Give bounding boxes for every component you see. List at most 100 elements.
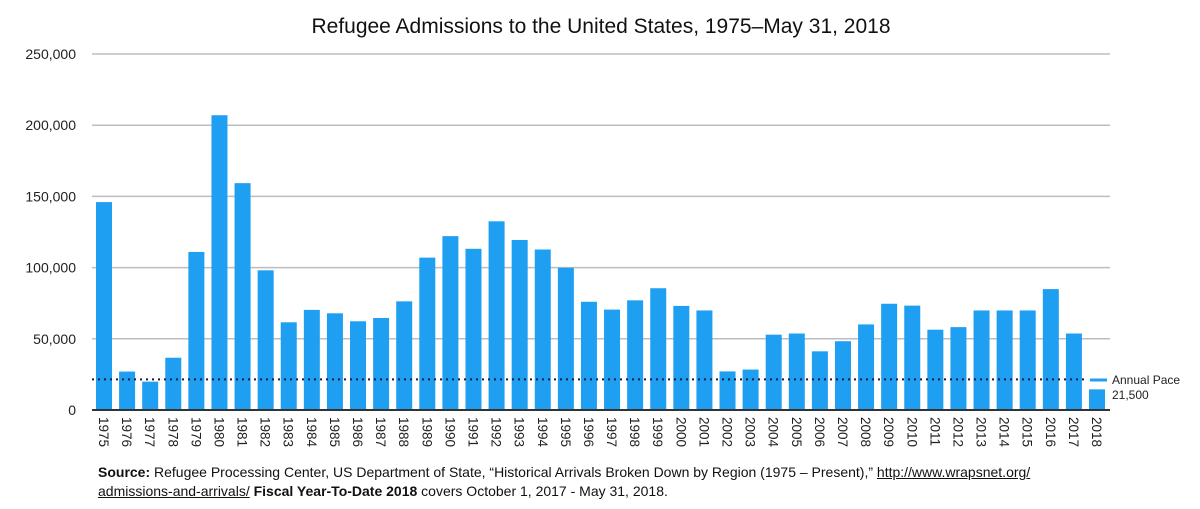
bar-1987 bbox=[373, 318, 390, 410]
y-tick-label: 200,000 bbox=[25, 117, 76, 133]
bar-1975 bbox=[96, 202, 112, 410]
x-tick-label: 2004 bbox=[766, 417, 781, 448]
bar-1981 bbox=[234, 183, 251, 410]
bar-1997 bbox=[604, 309, 621, 410]
bar-2015 bbox=[1019, 310, 1036, 410]
x-tick-label: 2000 bbox=[673, 417, 688, 447]
bar-1979 bbox=[188, 251, 205, 410]
y-tick-label: 50,000 bbox=[33, 331, 76, 347]
x-tick-label: 1996 bbox=[581, 417, 596, 447]
bar-2010 bbox=[904, 305, 921, 410]
bar-1999 bbox=[650, 288, 667, 410]
x-tick-label: 2011 bbox=[927, 417, 942, 446]
bar-2002 bbox=[719, 371, 736, 410]
x-tick-label: 1992 bbox=[489, 417, 504, 447]
x-tick-label: 2016 bbox=[1043, 417, 1058, 447]
bar-1980 bbox=[211, 115, 228, 411]
bar-1992 bbox=[488, 221, 505, 410]
bar-2005 bbox=[788, 333, 805, 410]
bar-chart: Refugee Admissions to the United States,… bbox=[25, 15, 1180, 448]
bar-2012 bbox=[950, 327, 967, 410]
source-footer: Source: Refugee Processing Center, US De… bbox=[98, 463, 1138, 501]
bar-1977 bbox=[142, 381, 159, 410]
bar-1993 bbox=[511, 239, 528, 410]
bar-1978 bbox=[165, 357, 182, 410]
bar-2013 bbox=[973, 310, 990, 410]
x-tick-label: 1994 bbox=[535, 417, 550, 448]
x-tick-label: 1999 bbox=[650, 417, 665, 447]
bar-2014 bbox=[996, 310, 1013, 410]
bar-1982 bbox=[257, 270, 274, 410]
source-label: Source: bbox=[98, 464, 151, 480]
x-tick-label: 1985 bbox=[327, 417, 342, 447]
bar-1984 bbox=[303, 309, 320, 410]
x-tick-label: 1998 bbox=[627, 417, 642, 447]
bar-2003 bbox=[742, 369, 759, 410]
legend-swatch bbox=[1090, 378, 1107, 382]
x-tick-label: 2009 bbox=[881, 417, 896, 447]
x-tick-label: 1978 bbox=[165, 417, 180, 447]
bar-1995 bbox=[557, 267, 574, 410]
x-tick-label: 2013 bbox=[974, 417, 989, 447]
bar-2018 bbox=[1089, 389, 1105, 410]
x-tick-label: 1976 bbox=[119, 417, 134, 447]
bar-1991 bbox=[465, 248, 482, 410]
x-tick-label: 1979 bbox=[188, 417, 203, 447]
x-tick-label: 1977 bbox=[142, 417, 157, 447]
x-axis-ticks: 1975 1976 1977 1978 1979 1980 1981 1982 1983 1984… bbox=[96, 417, 1104, 448]
source-link-part-1[interactable]: http://www.wrapsnet.org/ bbox=[876, 464, 1031, 480]
x-tick-label: 1981 bbox=[235, 417, 250, 447]
x-tick-label: 2006 bbox=[812, 417, 827, 447]
x-tick-label: 2007 bbox=[835, 417, 850, 447]
bar-1989 bbox=[419, 257, 436, 410]
bar-2008 bbox=[858, 324, 875, 410]
y-tick-label: 250,000 bbox=[25, 46, 76, 62]
bar-1998 bbox=[627, 300, 644, 410]
bar-2011 bbox=[927, 329, 944, 410]
chart-title: Refugee Admissions to the United States,… bbox=[311, 15, 890, 38]
bar-2017 bbox=[1065, 333, 1082, 410]
x-tick-label: 1983 bbox=[281, 417, 296, 447]
x-tick-label: 1988 bbox=[396, 417, 411, 447]
bar-2007 bbox=[834, 341, 851, 410]
x-tick-label: 2008 bbox=[858, 417, 873, 447]
x-tick-label: 2002 bbox=[720, 417, 735, 447]
fytd-text: covers October 1, 2017 - May 31, 2018. bbox=[417, 483, 668, 499]
bar-2006 bbox=[811, 351, 828, 410]
x-tick-label: 1991 bbox=[465, 417, 480, 447]
legend-label-value: 21,500 bbox=[1112, 388, 1149, 402]
x-tick-label: 1980 bbox=[211, 417, 226, 447]
x-tick-label: 1982 bbox=[258, 417, 273, 447]
bar-2016 bbox=[1042, 289, 1059, 410]
fytd-label: Fiscal Year-To-Date 2018 bbox=[249, 483, 418, 499]
y-tick-label: 150,000 bbox=[25, 188, 76, 204]
legend-label-annual-pace: Annual Pace bbox=[1112, 373, 1180, 387]
x-tick-label: 1997 bbox=[604, 417, 619, 447]
x-tick-label: 2014 bbox=[997, 417, 1012, 448]
x-tick-label: 1986 bbox=[350, 417, 365, 447]
bar-1996 bbox=[580, 301, 597, 410]
bar-1994 bbox=[534, 249, 551, 410]
bar-1988 bbox=[396, 301, 413, 410]
x-tick-label: 1975 bbox=[96, 417, 111, 447]
x-tick-label: 2017 bbox=[1066, 417, 1081, 447]
x-tick-label: 2015 bbox=[1020, 417, 1035, 447]
bar-1976 bbox=[119, 371, 136, 410]
annual-pace-legend: Annual Pace 21,500 bbox=[1090, 373, 1180, 402]
source-link-part-2[interactable]: admissions-and-arrivals/ bbox=[98, 483, 250, 499]
y-tick-label: 0 bbox=[68, 402, 76, 418]
x-tick-label: 2012 bbox=[950, 417, 965, 447]
x-tick-label: 1989 bbox=[419, 417, 434, 447]
bar-2001 bbox=[696, 310, 713, 410]
x-tick-label: 1995 bbox=[558, 417, 573, 447]
bar-1990 bbox=[442, 236, 459, 410]
x-tick-label: 2001 bbox=[696, 417, 711, 447]
bars bbox=[96, 115, 1105, 411]
x-tick-label: 2010 bbox=[904, 417, 919, 447]
bar-2004 bbox=[765, 334, 782, 410]
source-text: Refugee Processing Center, US Department… bbox=[150, 464, 877, 480]
y-axis-ticks: 0 50,000 100,000 150,000 200,000 250,000 bbox=[25, 46, 76, 418]
y-tick-label: 100,000 bbox=[25, 260, 76, 276]
x-tick-label: 2018 bbox=[1089, 417, 1104, 447]
x-tick-label: 1993 bbox=[512, 417, 527, 447]
